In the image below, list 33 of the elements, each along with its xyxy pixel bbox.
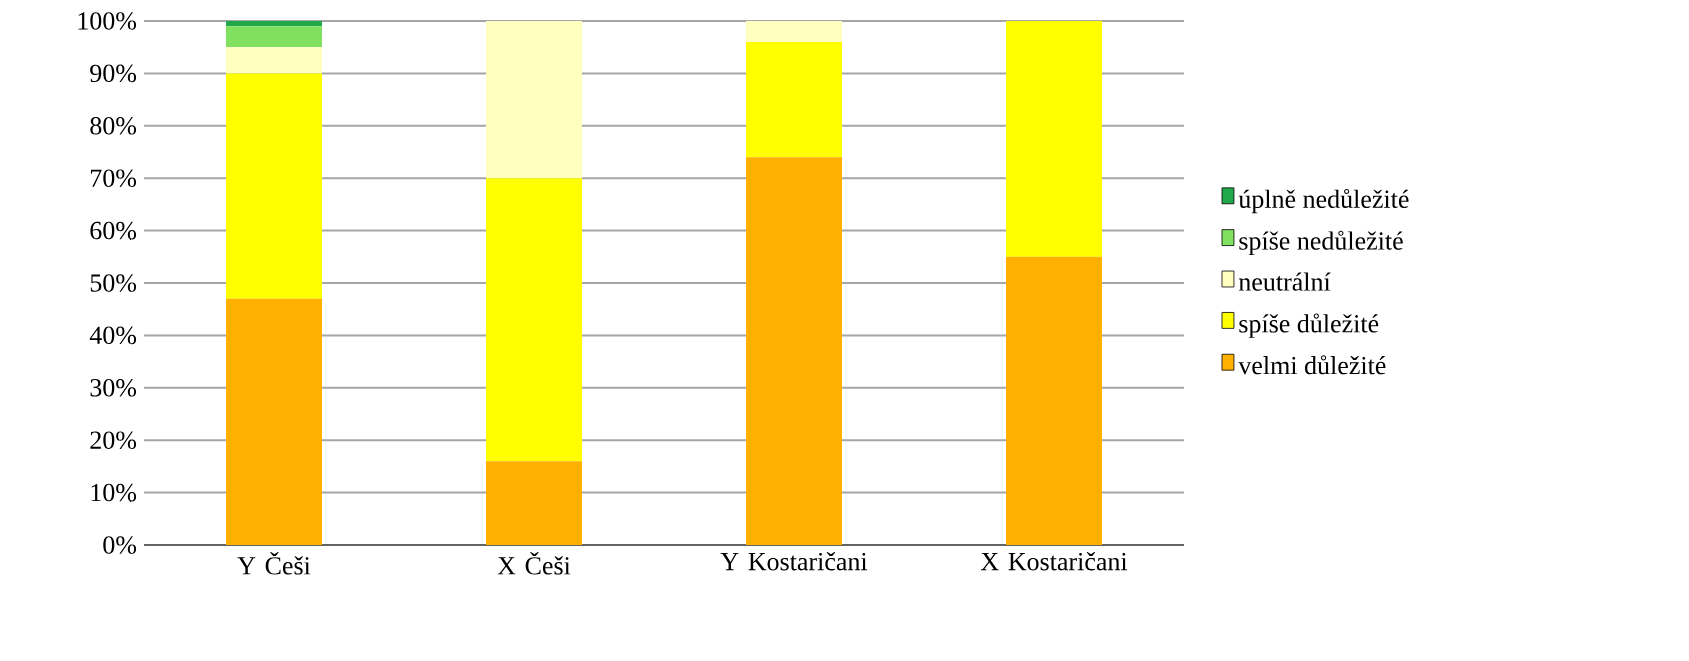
y-tick-label: 0% [103, 536, 137, 554]
bar [226, 298, 322, 545]
y-tick-label: 80% [90, 116, 137, 135]
bar [486, 20, 583, 179]
bar [1006, 256, 1103, 545]
y-tick-label: 20% [90, 431, 137, 450]
bar [746, 41, 843, 158]
y-tick-label: 30% [90, 378, 137, 397]
y-tick-label: 40% [89, 326, 137, 345]
y-tick-label: 60% [90, 221, 137, 240]
bar [486, 461, 583, 545]
bar [486, 178, 583, 462]
y-tick-label: 50% [90, 274, 137, 292]
bar [226, 73, 322, 299]
bar [746, 20, 843, 42]
legend-label: úplně nedůležité [1238, 188, 1409, 214]
legend-label: velmi důležité [1238, 355, 1386, 375]
bar [226, 20, 322, 27]
y-tick-label: 90% [90, 64, 137, 83]
bar [1006, 20, 1103, 257]
bar [226, 47, 322, 74]
y-tick-label: 100% [78, 12, 137, 30]
bar [746, 157, 843, 545]
x-tick-label: Y Češi [237, 552, 311, 575]
legend-label: spíše důležité [1239, 313, 1379, 338]
legend-label: neutrální [1238, 272, 1331, 291]
x-tick-label: X Kostaričani [980, 552, 1128, 571]
x-tick-label: X Češi [497, 552, 571, 575]
y-tick-label: 70% [91, 169, 137, 188]
x-tick-label: Y Kostaričani [720, 552, 868, 571]
legend-label: spíše nedůležité [1239, 230, 1403, 256]
y-tick-label: 10% [91, 483, 137, 502]
bar [226, 26, 322, 48]
